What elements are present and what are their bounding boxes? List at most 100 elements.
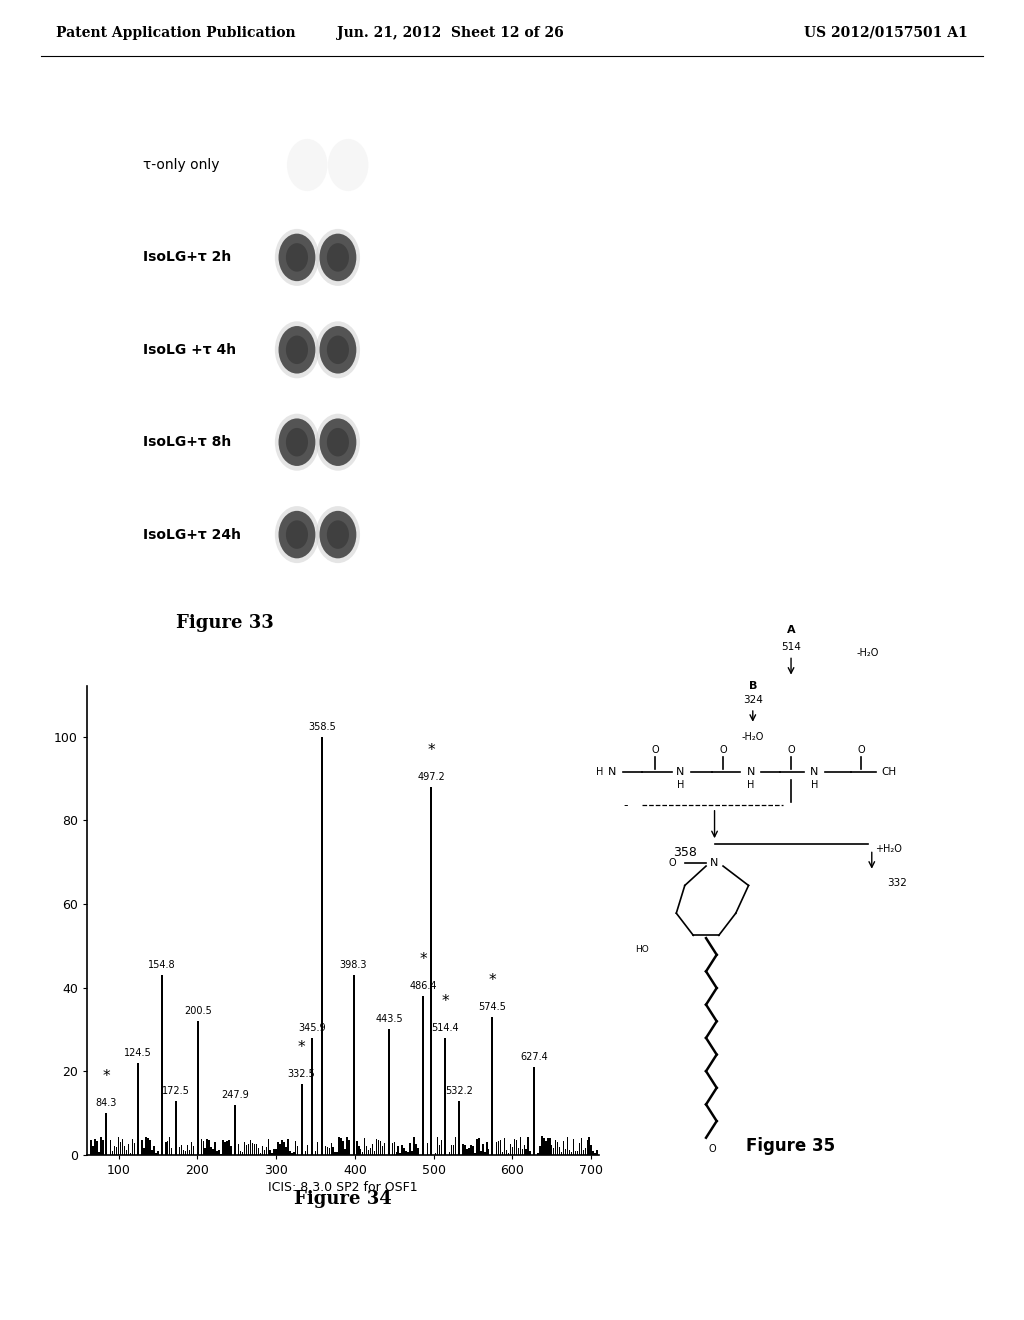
Text: 497.2: 497.2 xyxy=(418,772,445,781)
Ellipse shape xyxy=(286,520,308,549)
Bar xyxy=(465,1146,466,1155)
Bar xyxy=(287,1139,289,1155)
Bar xyxy=(543,1138,545,1155)
Bar xyxy=(100,1137,101,1155)
Ellipse shape xyxy=(274,228,319,286)
Bar xyxy=(307,1144,308,1155)
Bar xyxy=(591,1144,592,1155)
Bar xyxy=(183,1151,184,1155)
Bar xyxy=(280,1144,281,1155)
Bar xyxy=(391,1143,393,1155)
Text: 398.3: 398.3 xyxy=(340,960,368,970)
Bar xyxy=(102,1140,103,1155)
Text: 574.5: 574.5 xyxy=(478,1002,506,1012)
Bar xyxy=(570,1151,572,1155)
Bar xyxy=(568,1150,570,1155)
Bar xyxy=(559,1147,560,1155)
Bar xyxy=(439,1146,440,1155)
Bar xyxy=(271,1152,272,1155)
Bar xyxy=(132,1139,133,1155)
Bar xyxy=(502,1152,503,1155)
Bar xyxy=(188,1150,190,1155)
Bar xyxy=(476,1139,477,1155)
Bar xyxy=(154,1146,155,1155)
Bar xyxy=(105,1113,108,1155)
Bar xyxy=(512,1147,513,1155)
Bar xyxy=(112,1151,114,1155)
Text: 514.4: 514.4 xyxy=(431,1023,459,1032)
Bar xyxy=(114,1146,116,1155)
Bar xyxy=(449,1152,451,1155)
Bar xyxy=(267,1139,269,1155)
Bar xyxy=(504,1138,505,1155)
Bar xyxy=(587,1140,588,1155)
Text: 84.3: 84.3 xyxy=(95,1098,117,1109)
Text: 358: 358 xyxy=(673,846,696,859)
Bar xyxy=(197,1022,199,1155)
Text: B: B xyxy=(749,681,757,690)
Text: 332: 332 xyxy=(888,878,907,887)
Text: US 2012/0157501 A1: US 2012/0157501 A1 xyxy=(804,25,968,40)
Text: N: N xyxy=(608,767,616,776)
Bar xyxy=(224,1142,225,1155)
Bar xyxy=(557,1142,558,1155)
Bar xyxy=(327,1147,328,1155)
Ellipse shape xyxy=(315,506,360,564)
Bar xyxy=(158,1151,159,1155)
Bar xyxy=(214,1142,216,1155)
Bar xyxy=(282,1140,283,1155)
Bar xyxy=(175,1101,176,1155)
Bar xyxy=(555,1140,556,1155)
Bar xyxy=(133,1143,135,1155)
Bar xyxy=(540,1146,541,1155)
Text: 486.4: 486.4 xyxy=(410,981,436,991)
Bar xyxy=(358,1146,359,1155)
Text: N: N xyxy=(746,767,755,776)
Bar xyxy=(538,1152,539,1155)
Bar xyxy=(455,1138,456,1155)
Bar xyxy=(382,1146,383,1155)
Bar xyxy=(165,1142,167,1155)
Bar xyxy=(427,1143,428,1155)
Ellipse shape xyxy=(279,326,315,374)
Bar xyxy=(295,1140,297,1155)
Bar xyxy=(444,1038,445,1155)
Bar xyxy=(486,1142,487,1155)
Bar xyxy=(435,1154,436,1155)
Bar xyxy=(240,1151,242,1155)
Bar xyxy=(529,1151,530,1155)
Bar xyxy=(408,1152,409,1155)
Bar xyxy=(152,1150,153,1155)
Bar xyxy=(338,1137,340,1155)
Bar xyxy=(472,1146,474,1155)
Bar xyxy=(458,1101,460,1155)
Bar xyxy=(451,1146,452,1155)
Text: -: - xyxy=(623,799,628,812)
Bar xyxy=(517,1148,519,1155)
Text: τ-only only: τ-only only xyxy=(143,158,220,172)
Ellipse shape xyxy=(286,335,308,364)
Bar xyxy=(406,1151,407,1155)
Bar xyxy=(362,1152,364,1155)
Bar xyxy=(585,1148,586,1155)
Bar xyxy=(190,1142,193,1155)
Bar xyxy=(216,1151,218,1155)
Ellipse shape xyxy=(327,335,349,364)
Bar xyxy=(145,1137,146,1155)
Text: H: H xyxy=(677,780,684,789)
Bar xyxy=(496,1142,498,1155)
Bar xyxy=(561,1152,562,1155)
Bar xyxy=(291,1154,293,1155)
Bar xyxy=(440,1140,442,1155)
Bar xyxy=(205,1148,206,1155)
Bar xyxy=(210,1147,212,1155)
Text: IsoLG +τ 4h: IsoLG +τ 4h xyxy=(143,343,237,356)
Text: 358.5: 358.5 xyxy=(308,722,336,731)
Ellipse shape xyxy=(319,326,356,374)
Bar xyxy=(193,1146,195,1155)
Bar xyxy=(314,1151,316,1155)
Bar xyxy=(374,1151,375,1155)
Bar xyxy=(480,1151,481,1155)
Bar xyxy=(370,1148,372,1155)
Bar xyxy=(286,1147,287,1155)
